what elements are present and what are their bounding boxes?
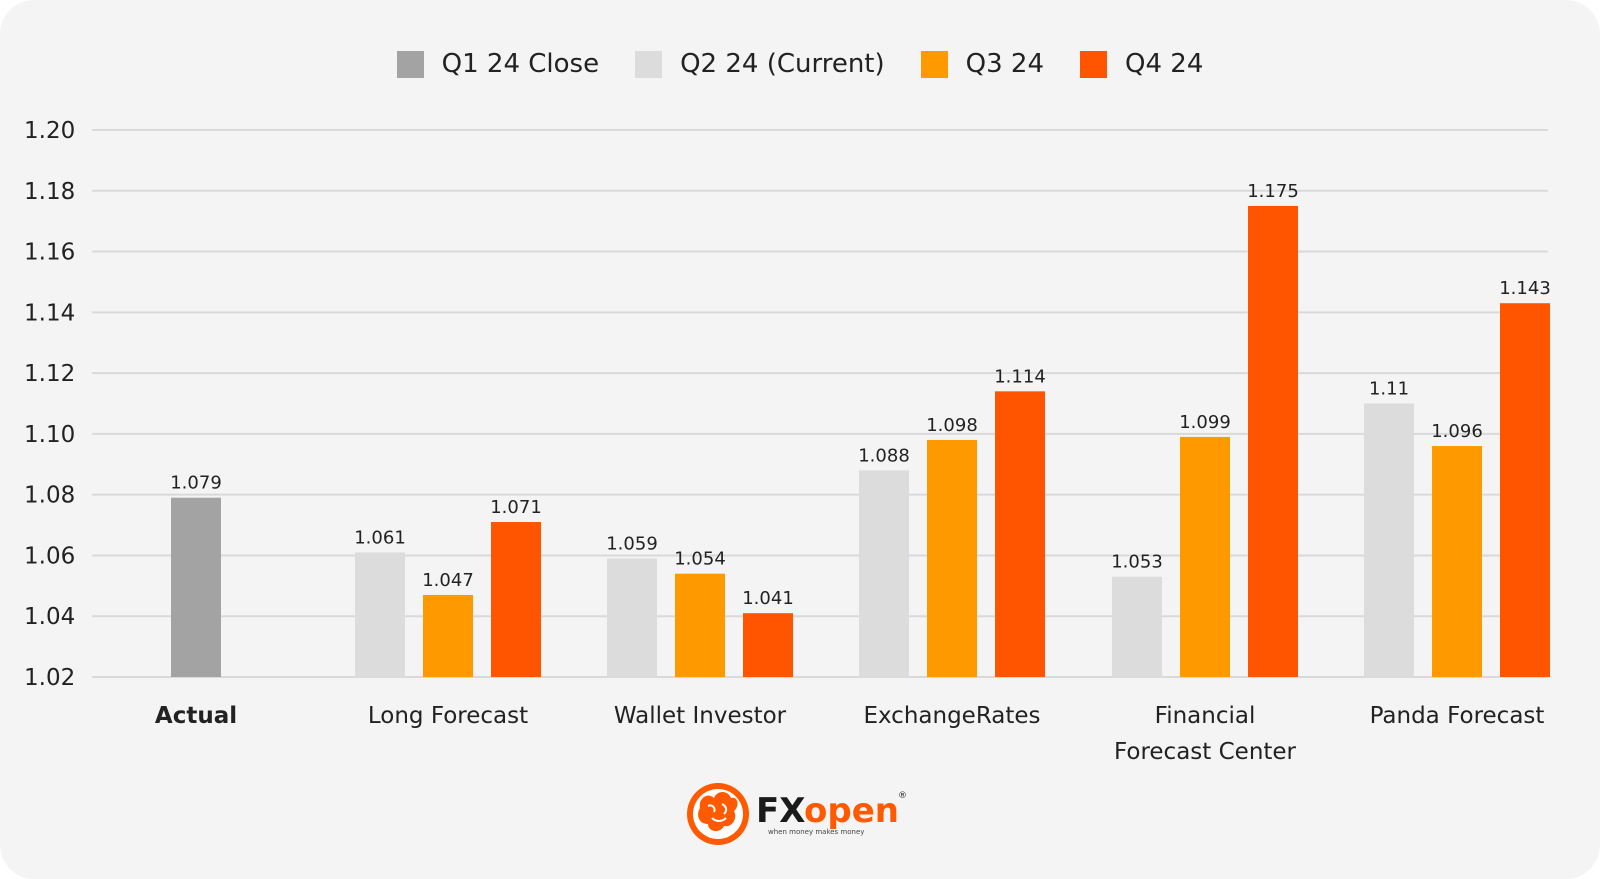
- data-label: 1.088: [858, 445, 910, 466]
- data-label: 1.079: [170, 473, 222, 494]
- bar: [1364, 403, 1414, 677]
- y-tick-label: 1.06: [24, 543, 75, 569]
- y-tick-label: 1.14: [24, 300, 75, 326]
- bar: [1248, 205, 1298, 677]
- data-label: 1.041: [742, 588, 794, 609]
- bar: [995, 391, 1045, 677]
- bull-emblem-icon: [687, 783, 749, 845]
- bar: [1432, 446, 1482, 677]
- legend-swatch: [396, 50, 424, 78]
- legend-item: Q4 24: [1080, 49, 1203, 79]
- data-label: 1.098: [926, 415, 978, 436]
- legend-label: Q1 24 Close: [441, 49, 600, 79]
- legend-label: Q2 24 (Current): [680, 49, 885, 79]
- data-label: 1.143: [1499, 278, 1551, 299]
- bar: [1500, 303, 1550, 677]
- bar: [675, 573, 725, 677]
- data-label: 1.11: [1369, 379, 1409, 400]
- bar: [859, 470, 909, 677]
- bar: [927, 439, 977, 677]
- data-label: 1.054: [674, 549, 726, 570]
- category-label: Panda Forecast: [1370, 703, 1545, 729]
- bar: [171, 497, 221, 677]
- legend-item: Q3 24: [920, 49, 1044, 79]
- data-label: 1.053: [1111, 552, 1163, 573]
- legend-swatch: [635, 50, 663, 78]
- y-tick-label: 1.20: [24, 118, 75, 144]
- bar: [1180, 436, 1230, 677]
- y-tick-label: 1.04: [24, 604, 75, 630]
- data-label: 1.047: [422, 570, 474, 591]
- data-label: 1.059: [606, 533, 658, 554]
- y-tick-label: 1.10: [24, 422, 75, 448]
- category-label: Financial: [1155, 703, 1256, 729]
- category-label: ExchangeRates: [863, 703, 1040, 729]
- legend-label: Q4 24: [1125, 49, 1204, 79]
- y-tick-label: 1.08: [24, 483, 75, 509]
- legend-swatch: [920, 50, 948, 78]
- bar: [423, 594, 473, 677]
- legend-item: Q1 24 Close: [396, 49, 600, 79]
- y-tick-label: 1.18: [24, 179, 75, 205]
- logo-open-text: open: [804, 791, 899, 831]
- y-tick-label: 1.12: [24, 361, 75, 387]
- bar: [1112, 576, 1162, 677]
- data-label: 1.071: [490, 497, 542, 518]
- legend-item: Q2 24 (Current): [635, 49, 885, 79]
- legend-label: Q3 24: [965, 49, 1044, 79]
- bar: [491, 522, 541, 677]
- category-label: Wallet Investor: [614, 703, 787, 729]
- bar: [607, 558, 657, 677]
- logo-fx-text: FX: [756, 791, 805, 831]
- legend-swatch: [1080, 50, 1107, 78]
- data-label: 1.061: [354, 527, 406, 548]
- data-label: 1.175: [1247, 181, 1299, 202]
- data-label: 1.096: [1431, 421, 1483, 442]
- bar: [743, 613, 793, 677]
- data-label: 1.114: [994, 366, 1046, 387]
- legend: Q1 24 Close Q2 24 (Current) Q3 24 Q4 24: [0, 44, 1600, 84]
- bar: [355, 552, 405, 677]
- data-label: 1.099: [1179, 412, 1231, 433]
- category-label: Forecast Center: [1114, 739, 1297, 765]
- logo-tagline: when money makes money: [768, 828, 864, 836]
- fxopen-logo: FX open ® when money makes money: [687, 783, 907, 845]
- category-label: Actual: [155, 703, 237, 729]
- y-tick-label: 1.16: [24, 240, 75, 266]
- y-tick-label: 1.02: [24, 665, 75, 691]
- category-label: Long Forecast: [368, 703, 528, 729]
- registered-mark: ®: [898, 791, 907, 801]
